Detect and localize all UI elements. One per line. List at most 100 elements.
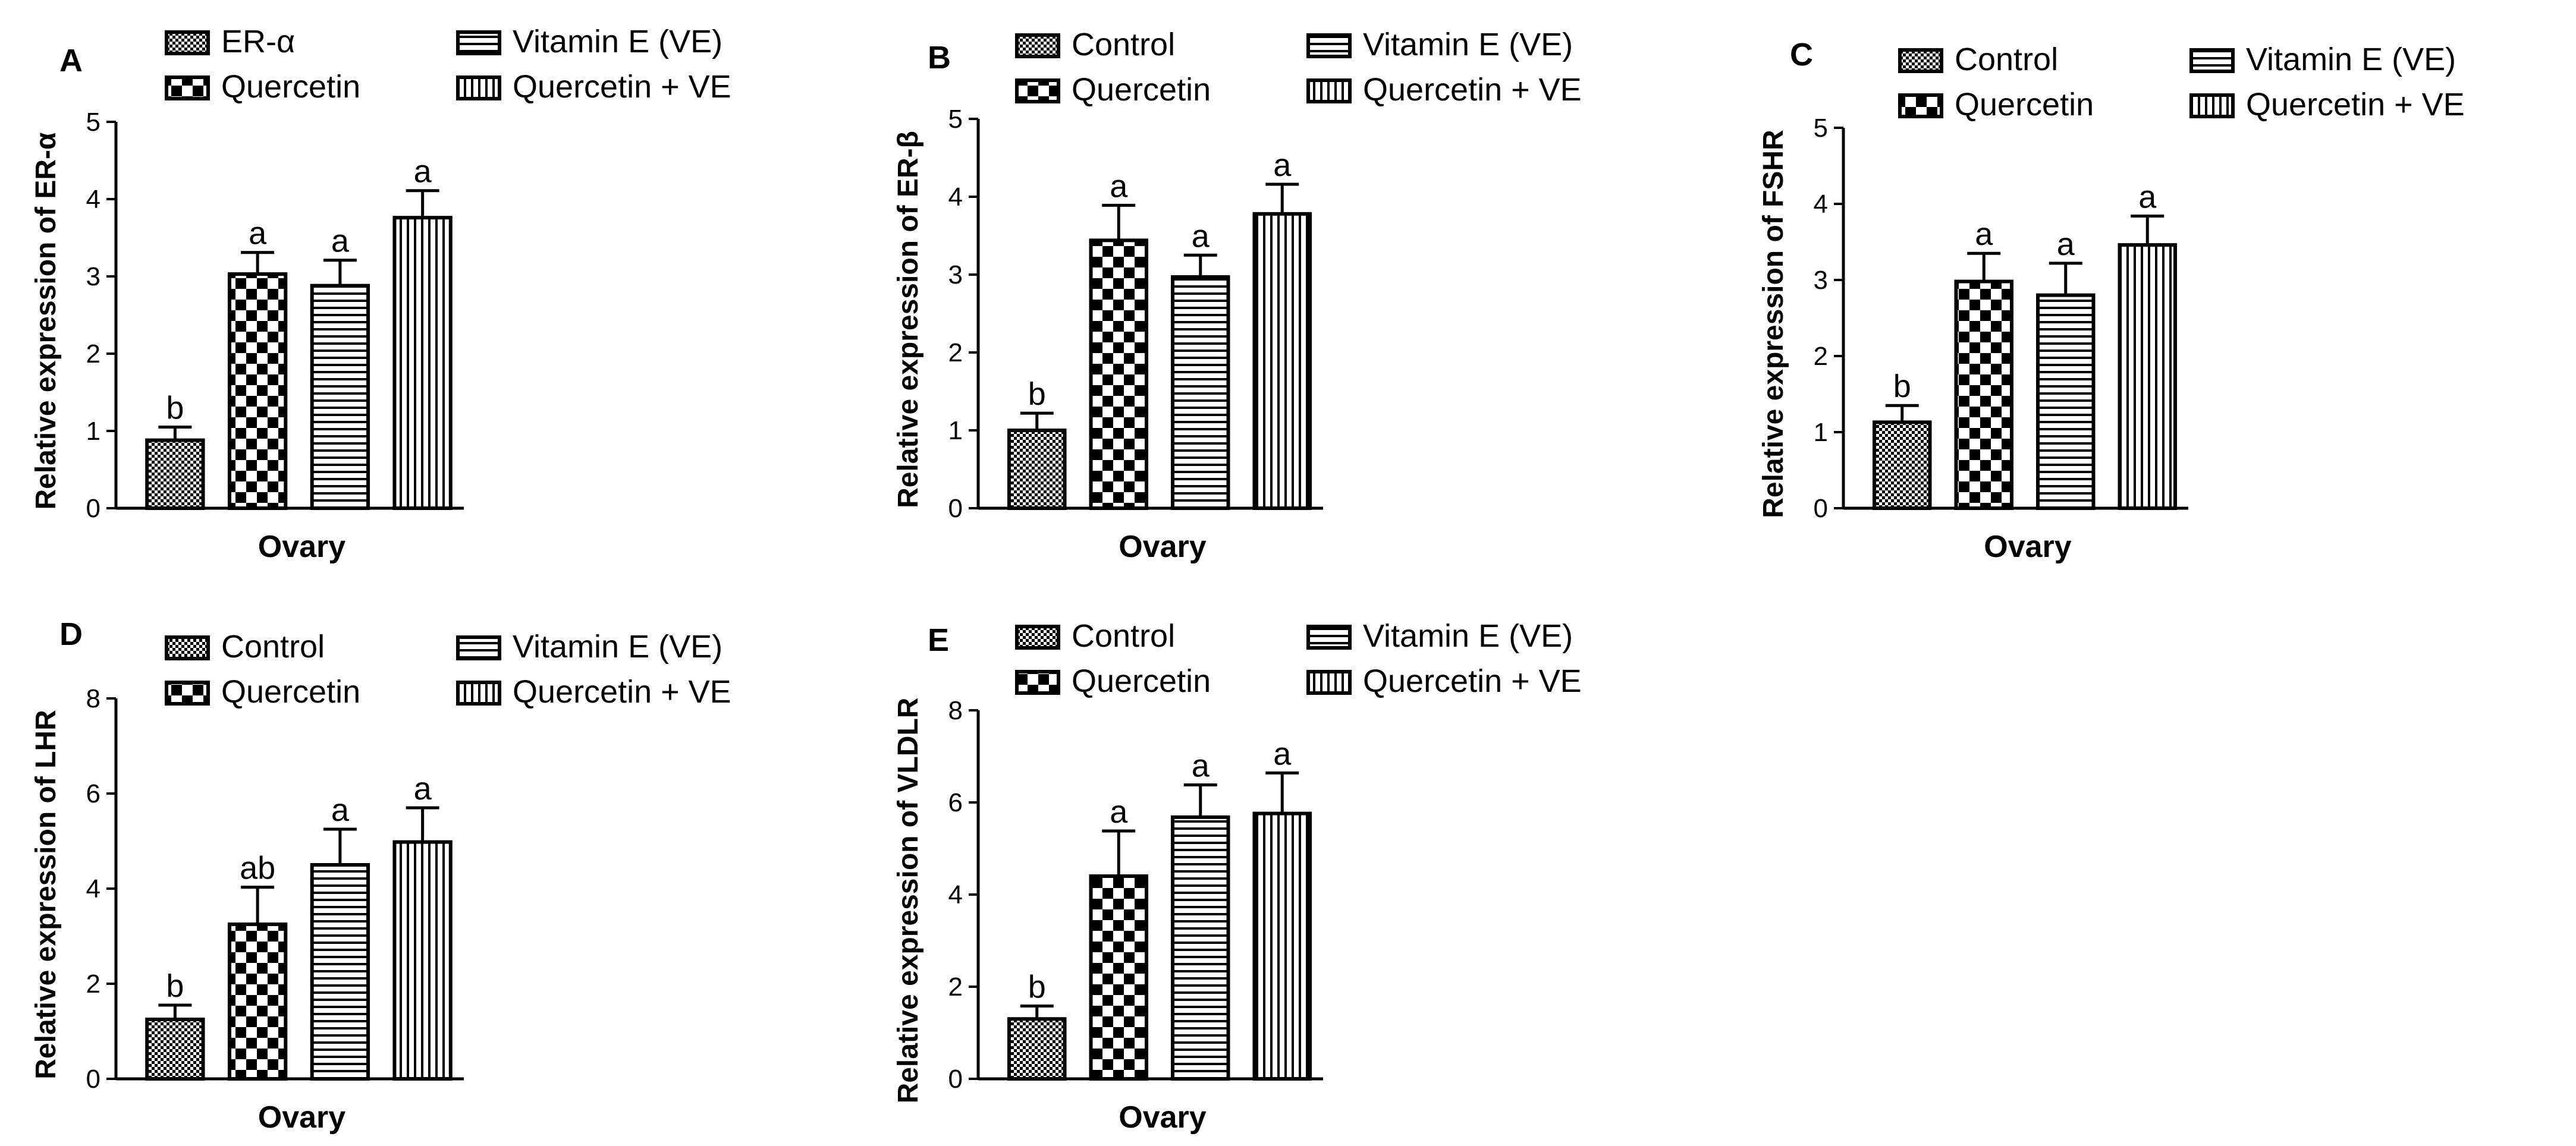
y-axis-title: Relative expression of VLDLR — [893, 698, 924, 1104]
y-axis-title: Relative expression of ER-β — [893, 131, 924, 508]
legend-label-quercetin: Quercetin — [1955, 87, 2094, 122]
legend-swatch-vitamin-e — [456, 30, 501, 55]
significance-label: b — [1893, 369, 1911, 404]
y-tick-label: 0 — [948, 1065, 963, 1094]
y-tick-label: 5 — [86, 108, 100, 137]
legend-swatch-control — [1015, 625, 1060, 650]
bar-quercetin-ve — [1252, 212, 1312, 510]
significance-label: a — [1273, 147, 1292, 183]
legend-swatch-vitamin-e — [2189, 48, 2235, 73]
significance-label: a — [1110, 794, 1128, 830]
panel-label: B — [928, 40, 951, 75]
bar-control — [145, 438, 205, 510]
chart-panel-e: E 0 2 4 6 8 Relative expression of VLDLR Ovary b… — [893, 618, 1582, 1135]
y-tick-label: 3 — [948, 260, 963, 289]
y-tick-label: 6 — [948, 788, 963, 817]
y-axis-title: Relative expression of FSHR — [1758, 130, 1789, 518]
y-tick-label: 0 — [86, 494, 100, 523]
y-tick-label: 0 — [948, 494, 963, 523]
significance-label: a — [414, 771, 432, 807]
bar-quercetin-ve — [2118, 243, 2177, 510]
y-tick-label: 0 — [86, 1065, 100, 1094]
legend-swatch-quercetin — [1015, 670, 1060, 695]
significance-label: a — [2057, 226, 2075, 262]
legend-swatch-quercetin-ve — [456, 681, 501, 706]
chart-panel-d: D 0 2 4 6 8 Relative expression of LHR Ovary b ab… — [30, 616, 731, 1135]
legend-swatch-control — [1015, 33, 1060, 58]
x-axis-title: Ovary — [1119, 530, 1207, 564]
legend-swatch-control — [165, 30, 210, 55]
bar-quercetin — [227, 272, 288, 510]
bar-vitamin-e — [310, 863, 370, 1081]
y-tick-label: 2 — [1814, 342, 1828, 371]
y-tick-label: 1 — [86, 417, 100, 446]
bar-quercetin — [1089, 238, 1148, 510]
y-tick-label: 4 — [86, 185, 100, 214]
y-tick-label: 4 — [948, 182, 963, 212]
x-axis-title: Ovary — [258, 530, 346, 564]
y-tick-label: 2 — [948, 972, 963, 1002]
legend-label-control: ER-α — [221, 24, 295, 59]
legend-swatch-quercetin-ve — [2189, 93, 2235, 118]
panel-label: C — [1790, 37, 1813, 73]
legend-swatch-quercetin — [165, 681, 210, 706]
significance-label: b — [1028, 969, 1046, 1005]
significance-label: a — [1273, 736, 1292, 772]
legend-label-quercetin-ve: Quercetin + VE — [513, 674, 731, 710]
bar-vitamin-e — [1171, 275, 1230, 510]
significance-label: a — [331, 792, 350, 828]
legend-swatch-quercetin — [1898, 93, 1943, 118]
bar-quercetin-ve — [392, 840, 453, 1081]
significance-label: a — [2138, 179, 2157, 215]
bar-control — [1873, 420, 1932, 510]
legend-label-quercetin: Quercetin — [221, 674, 360, 710]
legend-label-quercetin: Quercetin — [1072, 663, 1211, 699]
bar-quercetin — [1089, 874, 1148, 1081]
y-tick-label: 0 — [1814, 494, 1828, 523]
significance-label: a — [331, 223, 350, 259]
legend-label-quercetin: Quercetin — [1072, 72, 1211, 108]
legend-label-quercetin-ve: Quercetin + VE — [513, 69, 731, 105]
significance-label: a — [1192, 218, 1210, 254]
legend-swatch-vitamin-e — [1306, 625, 1352, 650]
y-tick-label: 3 — [1814, 266, 1828, 295]
legend-label-vitamin-e: Vitamin E (VE) — [513, 24, 722, 59]
y-tick-label: 1 — [1814, 418, 1828, 447]
y-tick-label: 5 — [948, 105, 963, 134]
x-axis-title: Ovary — [1119, 1100, 1207, 1135]
legend-label-control: Control — [1072, 27, 1175, 62]
y-tick-label: 4 — [948, 880, 963, 909]
panel-label: A — [59, 43, 83, 78]
legend-swatch-quercetin-ve — [456, 75, 501, 100]
y-tick-label: 2 — [948, 338, 963, 367]
bar-vitamin-e — [1171, 815, 1230, 1081]
y-tick-label: 8 — [86, 684, 100, 713]
y-tick-label: 5 — [1814, 114, 1828, 143]
legend-label-control: Control — [1955, 42, 2058, 77]
chart-panel-a: A 0 1 2 3 4 5 Relative expression of ER-α Ovary b… — [30, 24, 731, 564]
legend-label-quercetin: Quercetin — [221, 69, 360, 105]
legend-swatch-control — [1898, 48, 1943, 73]
x-axis-title: Ovary — [258, 1100, 346, 1135]
y-axis-title: Relative expression of LHR — [30, 710, 62, 1079]
bar-quercetin-ve — [1252, 811, 1312, 1081]
legend-label-vitamin-e: Vitamin E (VE) — [1363, 27, 1573, 62]
legend-swatch-quercetin-ve — [1306, 670, 1352, 695]
legend-swatch-vitamin-e — [456, 635, 501, 660]
bar-vitamin-e — [2036, 293, 2096, 510]
y-tick-label: 6 — [86, 779, 100, 808]
y-tick-label: 2 — [86, 969, 100, 999]
legend-label-vitamin-e: Vitamin E (VE) — [1363, 618, 1573, 654]
bar-quercetin-ve — [392, 216, 453, 510]
y-tick-label: 4 — [1814, 190, 1828, 219]
significance-label: a — [1110, 168, 1128, 204]
legend-label-quercetin-ve: Quercetin + VE — [2246, 87, 2465, 122]
y-axis-title: Relative expression of ER-α — [30, 132, 62, 510]
significance-label: a — [414, 154, 432, 190]
significance-label: a — [1192, 748, 1210, 784]
significance-label: a — [1975, 216, 1993, 252]
bar-control — [1007, 429, 1067, 510]
y-tick-label: 1 — [948, 416, 963, 445]
panel-label: E — [928, 622, 949, 658]
